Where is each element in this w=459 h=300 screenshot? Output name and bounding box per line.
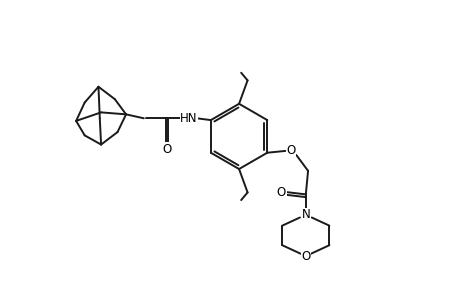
Text: HN: HN xyxy=(180,112,197,125)
Text: O: O xyxy=(162,143,171,156)
Text: O: O xyxy=(301,250,310,262)
Text: N: N xyxy=(301,208,309,221)
Text: O: O xyxy=(276,186,285,199)
Text: O: O xyxy=(285,144,295,157)
